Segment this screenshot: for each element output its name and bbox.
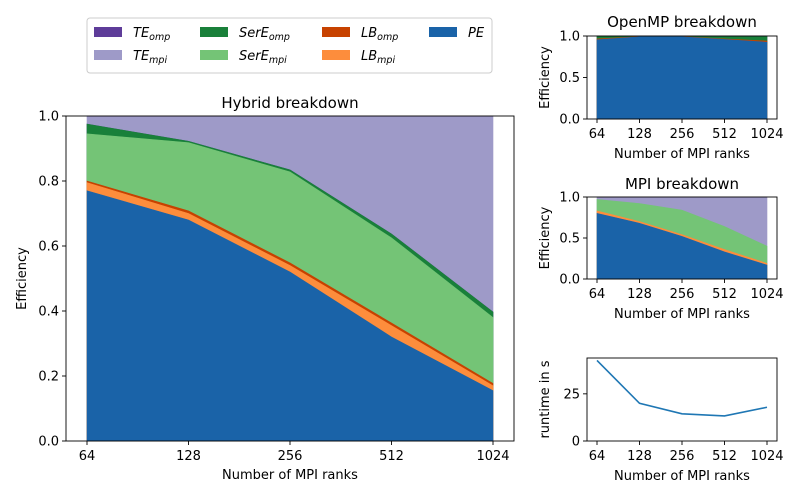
x-tick-label: 128: [627, 287, 652, 302]
x-tick-label: 64: [589, 449, 606, 464]
x-tick-label: 256: [670, 449, 695, 464]
x-tick-label: 64: [79, 449, 96, 464]
y-tick-label: 0.8: [38, 175, 59, 190]
y-axis-label: Efficiency: [538, 46, 553, 109]
x-tick-label: 64: [589, 287, 606, 302]
x-tick-label: 64: [589, 127, 606, 142]
chart-title: Hybrid breakdown: [221, 94, 358, 112]
legend-label-te-omp: TEomp: [133, 26, 170, 43]
chart-title: MPI breakdown: [625, 175, 739, 193]
legend-swatch-sere-omp: [200, 27, 228, 37]
x-tick-label: 128: [627, 449, 652, 464]
y-tick-label: 0.5: [559, 71, 580, 86]
legend-frame: [86, 17, 493, 74]
legend-label-pe: PE: [468, 26, 485, 41]
area-pe: [86, 190, 494, 442]
x-tick-label: 256: [278, 449, 303, 464]
x-tick-label: 128: [627, 127, 652, 142]
y-tick-label: 0.2: [38, 370, 59, 385]
x-axis-label: Number of MPI ranks: [614, 307, 750, 322]
x-axis-label: Number of MPI ranks: [222, 468, 358, 483]
legend-label-sere-omp: SerEomp: [239, 26, 290, 43]
x-tick-label: 256: [670, 287, 695, 302]
axes-frame: [586, 357, 778, 442]
x-tick-label: 512: [712, 127, 737, 142]
legend: TEomp TEmpi SerEomp SerEmpi LBomp LBmpi PE: [86, 17, 493, 74]
legend-label-lb-mpi: LBmpi: [361, 49, 395, 66]
legend-swatch-te-omp: [94, 27, 122, 37]
legend-label-sere-mpi: SerEmpi: [239, 49, 287, 66]
legend-swatch-te-mpi: [94, 50, 122, 60]
x-tick-label: 1024: [750, 287, 783, 302]
y-axis-label: Efficiency: [15, 247, 30, 310]
y-tick-label: 0.0: [559, 113, 580, 128]
x-tick-label: 256: [670, 127, 695, 142]
y-tick-label: 0.5: [559, 232, 580, 247]
x-tick-label: 1024: [476, 449, 509, 464]
x-tick-label: 512: [712, 449, 737, 464]
y-tick-label: 25: [563, 387, 580, 402]
legend-label-lb-omp: LBomp: [361, 26, 398, 43]
x-tick-label: 512: [712, 287, 737, 302]
area-pe: [596, 36, 768, 120]
y-tick-label: 0: [572, 435, 580, 450]
x-axis-label: Number of MPI ranks: [614, 469, 750, 484]
chart-title: OpenMP breakdown: [607, 13, 757, 31]
legend-label-te-mpi: TEmpi: [133, 49, 167, 66]
legend-swatch-pe: [429, 27, 457, 37]
x-tick-label: 512: [379, 449, 404, 464]
legend-swatch-lb-mpi: [322, 50, 350, 60]
chart-hybrid: 0.0 0.2 0.4 0.6 0.8 1.0 64 128 256 512 1024 Number …: [15, 94, 515, 483]
y-tick-label: 1.0: [559, 191, 580, 206]
y-tick-label: 1.0: [38, 110, 59, 125]
x-tick-label: 128: [176, 449, 201, 464]
legend-swatch-sere-mpi: [200, 50, 228, 60]
area-pe: [596, 213, 768, 280]
y-tick-label: 0.0: [38, 435, 59, 450]
y-axis-label: runtime in s: [538, 360, 553, 438]
y-tick-label: 1.0: [559, 30, 580, 45]
y-tick-label: 0.4: [38, 305, 59, 320]
x-tick-label: 1024: [750, 127, 783, 142]
y-axis-label: Efficiency: [538, 206, 553, 269]
y-tick-label: 0.6: [38, 240, 59, 255]
x-tick-label: 1024: [750, 449, 783, 464]
line-runtime: [596, 359, 768, 417]
legend-swatch-lb-omp: [322, 27, 350, 37]
y-tick-label: 0.0: [559, 273, 580, 288]
x-axis-label: Number of MPI ranks: [614, 147, 750, 162]
